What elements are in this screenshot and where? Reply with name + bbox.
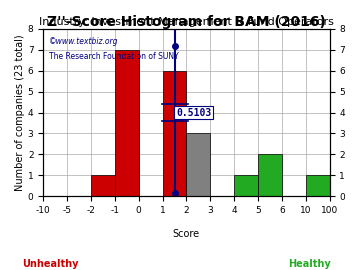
Bar xyxy=(258,154,282,196)
Bar xyxy=(91,175,115,196)
Text: Unhealthy: Unhealthy xyxy=(22,259,78,269)
Text: The Research Foundation of SUNY: The Research Foundation of SUNY xyxy=(49,52,179,61)
Bar xyxy=(186,133,210,196)
X-axis label: Score: Score xyxy=(173,229,200,239)
Text: 0.5103: 0.5103 xyxy=(176,107,211,118)
Bar xyxy=(115,50,139,196)
Y-axis label: Number of companies (23 total): Number of companies (23 total) xyxy=(15,34,25,191)
Text: Industry: Investment Management & Fund Operators: Industry: Investment Management & Fund O… xyxy=(39,17,334,27)
Bar xyxy=(234,175,258,196)
Text: Healthy: Healthy xyxy=(288,259,331,269)
Bar xyxy=(306,175,329,196)
Text: ©www.textbiz.org: ©www.textbiz.org xyxy=(49,37,118,46)
Bar xyxy=(162,71,186,196)
Title: Z''-Score Histogram for BAM (2016): Z''-Score Histogram for BAM (2016) xyxy=(47,15,326,29)
